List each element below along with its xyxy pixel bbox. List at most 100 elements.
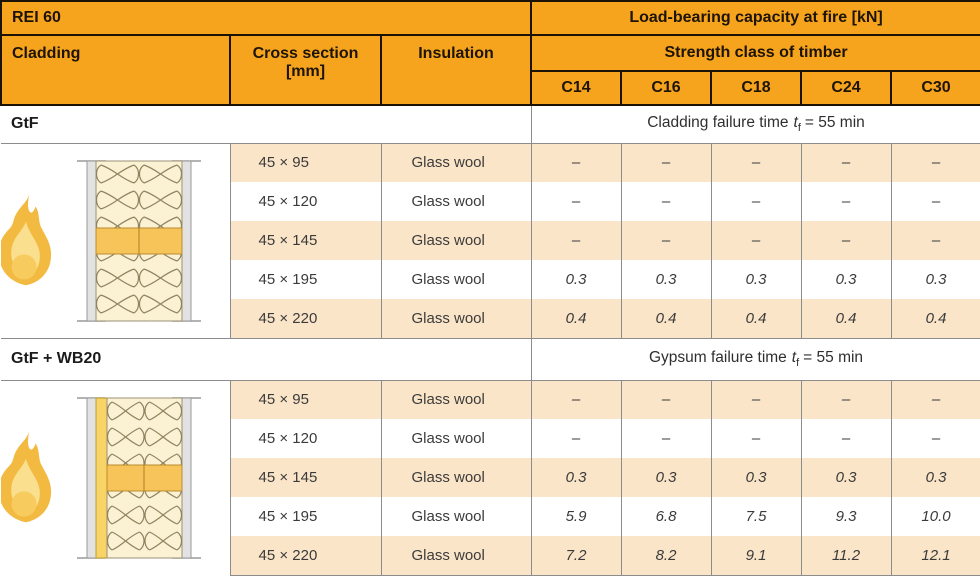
- capacity-c30: 0.3: [890, 260, 980, 299]
- capacity-c24: 0.3: [800, 458, 891, 497]
- capacity-c14: 5.9: [530, 497, 621, 536]
- capacity-c24: –: [800, 380, 891, 419]
- timber-class-c30: C30: [889, 70, 980, 106]
- table-row: 45 × 195 Glass wool 5.9 6.8 7.5 9.3 10.0: [1, 497, 980, 536]
- table-row: 45 × 220 Glass wool 0.4 0.4 0.4 0.4 0.4: [1, 299, 980, 338]
- capacity-c30: –: [890, 143, 980, 182]
- failure-time-suffix: = 55 min: [803, 348, 864, 366]
- cross-section-value: 45 × 120: [229, 419, 381, 458]
- capacity-c30: –: [890, 380, 980, 419]
- timber-class-c14: C14: [530, 70, 622, 106]
- capacity-c18: –: [710, 380, 801, 419]
- capacity-c14: 0.3: [530, 260, 621, 299]
- insulation-value: Glass wool: [380, 536, 531, 576]
- capacity-c14: –: [530, 182, 621, 221]
- failure-time-subscript: f: [797, 122, 801, 135]
- load-bearing-header: Load-bearing capacity at fire [kN]: [529, 0, 980, 36]
- column-header-insulation: Insulation: [380, 34, 532, 106]
- capacity-c24: 0.4: [800, 299, 891, 338]
- cross-section-value: 45 × 195: [229, 497, 381, 536]
- capacity-c30: –: [890, 221, 980, 260]
- capacity-c16: 0.3: [620, 458, 711, 497]
- capacity-c24: –: [800, 143, 891, 182]
- capacity-c16: –: [620, 143, 711, 182]
- section-header-gtf-wb20: GtF + WB20 Gypsum failure time tf = 55 min: [1, 337, 980, 381]
- capacity-c14: 7.2: [530, 536, 621, 576]
- failure-time-symbol: t: [793, 114, 798, 132]
- cladding-illustration-cell: [1, 380, 231, 575]
- capacity-c16: –: [620, 419, 711, 458]
- capacity-c16: 8.2: [620, 536, 711, 576]
- failure-time-note: Gypsum failure time tf = 55 min: [530, 337, 980, 381]
- capacity-c30: 12.1: [890, 536, 980, 576]
- capacity-c16: –: [620, 380, 711, 419]
- capacity-c18: 0.3: [710, 260, 801, 299]
- capacity-c14: 0.3: [530, 458, 621, 497]
- capacity-c18: –: [710, 221, 801, 260]
- capacity-c24: 11.2: [800, 536, 891, 576]
- capacity-c30: 10.0: [890, 497, 980, 536]
- capacity-c14: –: [530, 380, 621, 419]
- cladding-illustration-cell: [1, 143, 231, 338]
- capacity-c24: –: [800, 221, 891, 260]
- insulation-value: Glass wool: [380, 260, 531, 299]
- capacity-c18: 7.5: [710, 497, 801, 536]
- timber-class-row: C14 C16 C18 C24 C30: [1, 70, 980, 106]
- capacity-c24: 9.3: [800, 497, 891, 536]
- section-label: GtF + WB20: [1, 337, 531, 381]
- capacity-c18: –: [710, 419, 801, 458]
- capacity-c24: –: [800, 419, 891, 458]
- table-row: 45 × 195 Glass wool 0.3 0.3 0.3 0.3 0.3: [1, 260, 980, 299]
- capacity-c16: 0.3: [620, 260, 711, 299]
- failure-time-prefix: Cladding failure time: [647, 114, 789, 132]
- section-header-gtf: GtF Cladding failure time tf = 55 min: [1, 104, 980, 144]
- cross-section-value: 45 × 195: [229, 260, 381, 299]
- table-row: 45 × 120 Glass wool – – – – –: [1, 182, 980, 221]
- capacity-c18: 0.3: [710, 458, 801, 497]
- flame-icon: [1, 427, 52, 523]
- wall-cross-section-gypsum-illustration: [77, 397, 201, 559]
- timber-class-c18: C18: [710, 70, 802, 106]
- column-header-row: Cladding Cross section [mm] Insulation S…: [0, 34, 980, 106]
- table-row: 45 × 120 Glass wool – – – – –: [1, 419, 980, 458]
- failure-time-symbol: t: [791, 348, 797, 366]
- cross-section-value: 45 × 220: [229, 536, 381, 576]
- title-row: REI 60 Load-bearing capacity at fire [kN…: [0, 0, 980, 36]
- column-header-cladding: Cladding: [0, 34, 231, 106]
- capacity-c30: 0.4: [890, 299, 980, 338]
- cross-section-value: 45 × 95: [229, 143, 381, 182]
- section-label: GtF: [1, 104, 531, 144]
- column-header-cross-section: Cross section [mm]: [229, 34, 382, 106]
- failure-time-note: Cladding failure time tf = 55 min: [530, 104, 980, 144]
- table-row: 45 × 220 Glass wool 7.2 8.2 9.1 11.2 12.…: [1, 536, 980, 576]
- table-row: 45 × 145 Glass wool 0.3 0.3 0.3 0.3 0.3: [1, 458, 980, 497]
- failure-time-prefix: Gypsum failure time: [648, 348, 787, 366]
- capacity-c16: 0.4: [620, 299, 711, 338]
- rei-class-label: REI 60: [0, 0, 532, 36]
- capacity-c30: 0.3: [890, 458, 980, 497]
- capacity-c18: –: [710, 143, 801, 182]
- capacity-c16: –: [620, 221, 711, 260]
- capacity-c14: –: [530, 143, 621, 182]
- timber-class-c24: C24: [800, 70, 892, 106]
- insulation-value: Glass wool: [380, 458, 531, 497]
- capacity-c14: –: [530, 221, 621, 260]
- capacity-c18: 9.1: [710, 536, 801, 576]
- insulation-value: Glass wool: [380, 143, 531, 182]
- cross-section-value: 45 × 95: [229, 380, 381, 419]
- table-row: 45 × 95 Glass wool – – – – –: [1, 143, 980, 338]
- capacity-c18: –: [710, 182, 801, 221]
- insulation-value: Glass wool: [380, 497, 531, 536]
- wall-cross-section-illustration: [77, 159, 201, 322]
- insulation-value: Glass wool: [380, 182, 531, 221]
- failure-time-suffix: = 55 min: [804, 114, 865, 132]
- capacity-c18: 0.4: [710, 299, 801, 338]
- cross-section-value: 45 × 145: [229, 221, 381, 260]
- capacity-c24: –: [800, 182, 891, 221]
- flame-icon: [1, 190, 52, 285]
- cross-section-value: 45 × 220: [229, 299, 381, 338]
- capacity-c14: 0.4: [530, 299, 621, 338]
- timber-class-c16: C16: [620, 70, 712, 106]
